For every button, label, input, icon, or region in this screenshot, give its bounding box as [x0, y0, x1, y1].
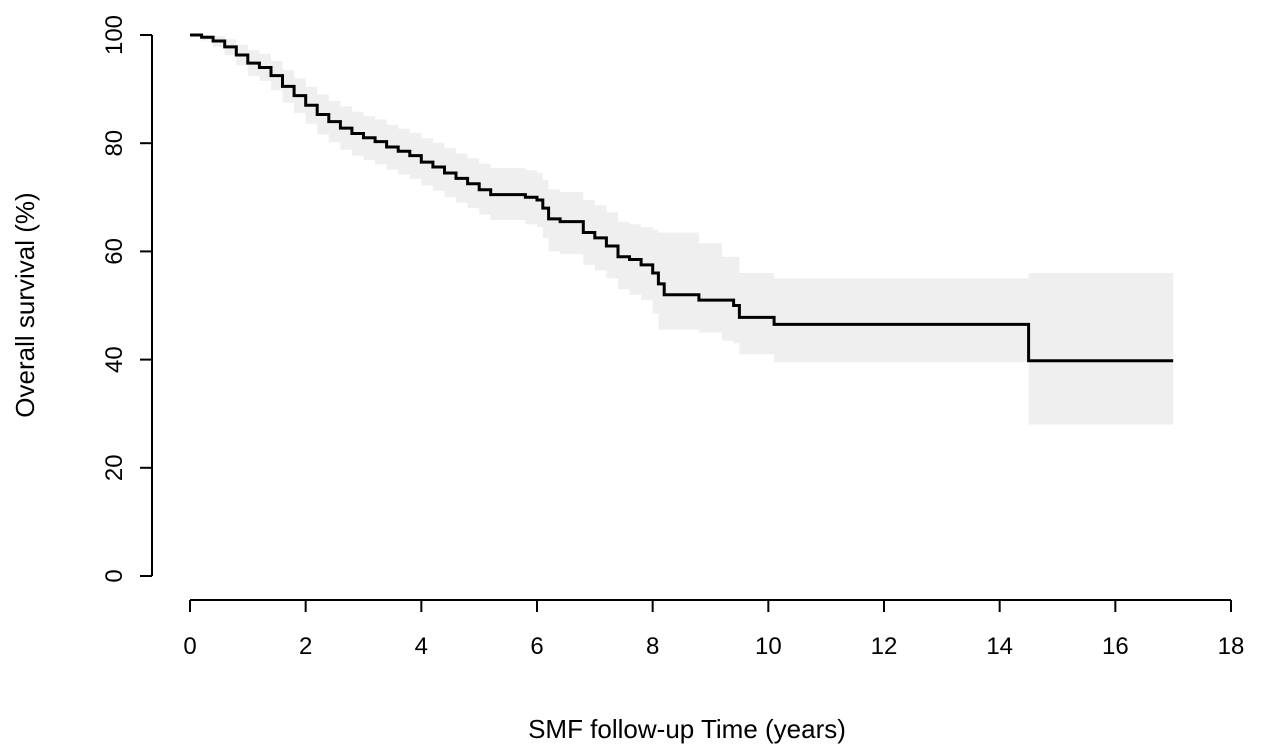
y-ticks: 0 20 40 60 80 100	[101, 15, 152, 583]
confidence-band-layer	[190, 35, 1174, 425]
y-axis-title: Overall survival (%)	[10, 192, 40, 417]
axes-layer	[151, 35, 1231, 601]
y-tick-label: 0	[101, 569, 128, 582]
x-tick-label: 16	[1102, 633, 1129, 660]
x-tick-label: 2	[299, 633, 312, 660]
survival-curve-layer	[190, 33, 1174, 363]
y-tick-label: 20	[101, 454, 128, 481]
x-axis-title: SMF follow-up Time (years)	[528, 714, 846, 744]
y-tick-label: 60	[101, 238, 128, 265]
y-tick-label: 100	[101, 15, 128, 55]
y-tick-label: 80	[101, 130, 128, 157]
survival-curve	[190, 33, 1174, 363]
confidence-band	[190, 35, 1174, 425]
x-tick-label: 8	[646, 633, 659, 660]
x-ticks: 0 2 4 6 8 10 12 14 16 18	[183, 600, 1244, 660]
x-tick-label: 6	[530, 633, 543, 660]
x-tick-label: 4	[415, 633, 428, 660]
y-tick-label: 40	[101, 346, 128, 373]
x-tick-label: 18	[1218, 633, 1245, 660]
x-tick-label: 12	[871, 633, 898, 660]
x-tick-label: 0	[183, 633, 196, 660]
x-tick-label: 14	[986, 633, 1013, 660]
x-tick-label: 10	[755, 633, 782, 660]
